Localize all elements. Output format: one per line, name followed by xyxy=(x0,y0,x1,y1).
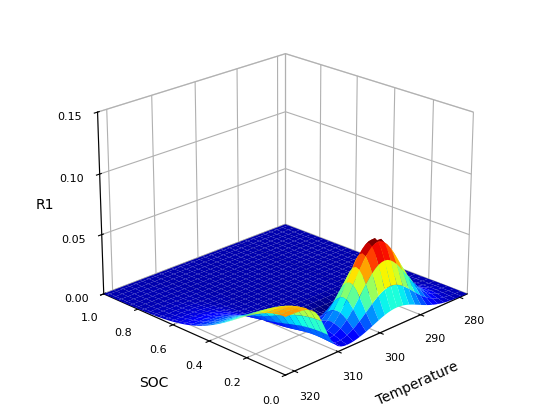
X-axis label: Temperature: Temperature xyxy=(374,359,460,408)
Y-axis label: SOC: SOC xyxy=(139,376,169,390)
